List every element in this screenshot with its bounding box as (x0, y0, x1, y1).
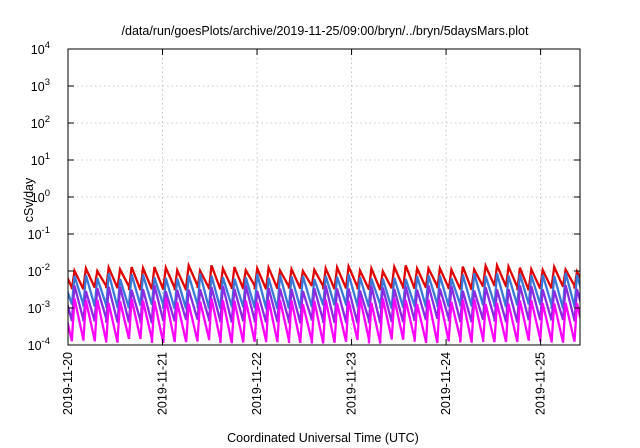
y-tick-label: 10-3 (28, 299, 50, 316)
y-tick-exponent: 1 (45, 151, 50, 162)
y-tick-label: 10-4 (28, 336, 50, 353)
y-tick-label: 10-2 (28, 262, 50, 279)
y-tick-base: 10 (28, 339, 42, 353)
y-axis-label: cSv/day (22, 177, 36, 222)
y-tick-exponent: -2 (42, 262, 50, 273)
series-line (68, 284, 580, 324)
series-line (68, 297, 580, 344)
y-tick-label: 102 (31, 114, 50, 131)
y-tick-exponent: -4 (42, 336, 50, 347)
y-tick-label: 103 (31, 77, 50, 94)
x-axis-label: Coordinated Universal Time (UTC) (227, 431, 419, 445)
y-tick-label: 100 (31, 188, 50, 205)
y-tick-exponent: -3 (42, 299, 50, 310)
series-layer (68, 261, 580, 344)
y-tick-label: 104 (31, 40, 50, 57)
y-tick-exponent: 0 (45, 188, 50, 199)
y-tick-base: 10 (31, 117, 45, 131)
y-tick-base: 10 (31, 43, 45, 57)
y-tick-base: 10 (31, 80, 45, 94)
y-tick-label: 10-1 (28, 225, 50, 242)
y-tick-base: 10 (31, 191, 45, 205)
y-tick-label: 101 (31, 151, 50, 168)
x-tick-label: 2019-11-20 (61, 352, 75, 415)
x-tick-label: 2019-11-22 (250, 352, 264, 415)
y-tick-base: 10 (31, 154, 45, 168)
x-tick-label: 2019-11-21 (156, 352, 170, 415)
y-tick-base: 10 (28, 302, 42, 316)
x-tick-label: 2019-11-25 (534, 352, 548, 415)
y-tick-exponent: 3 (45, 77, 50, 88)
x-tick-label: 2019-11-23 (345, 352, 359, 415)
x-tick-label: 2019-11-24 (439, 352, 453, 415)
y-tick-base: 10 (28, 228, 42, 242)
y-tick-exponent: 2 (45, 114, 50, 125)
x-ticks: 2019-11-20 2019-11-21 2019-11-22 2019-11-23… (61, 49, 548, 415)
y-tick-exponent: -1 (42, 225, 50, 236)
chart-title: /data/run/goesPlots/archive/2019-11-25/0… (122, 24, 529, 38)
y-tick-base: 10 (28, 265, 42, 279)
y-tick-exponent: 4 (45, 40, 50, 51)
